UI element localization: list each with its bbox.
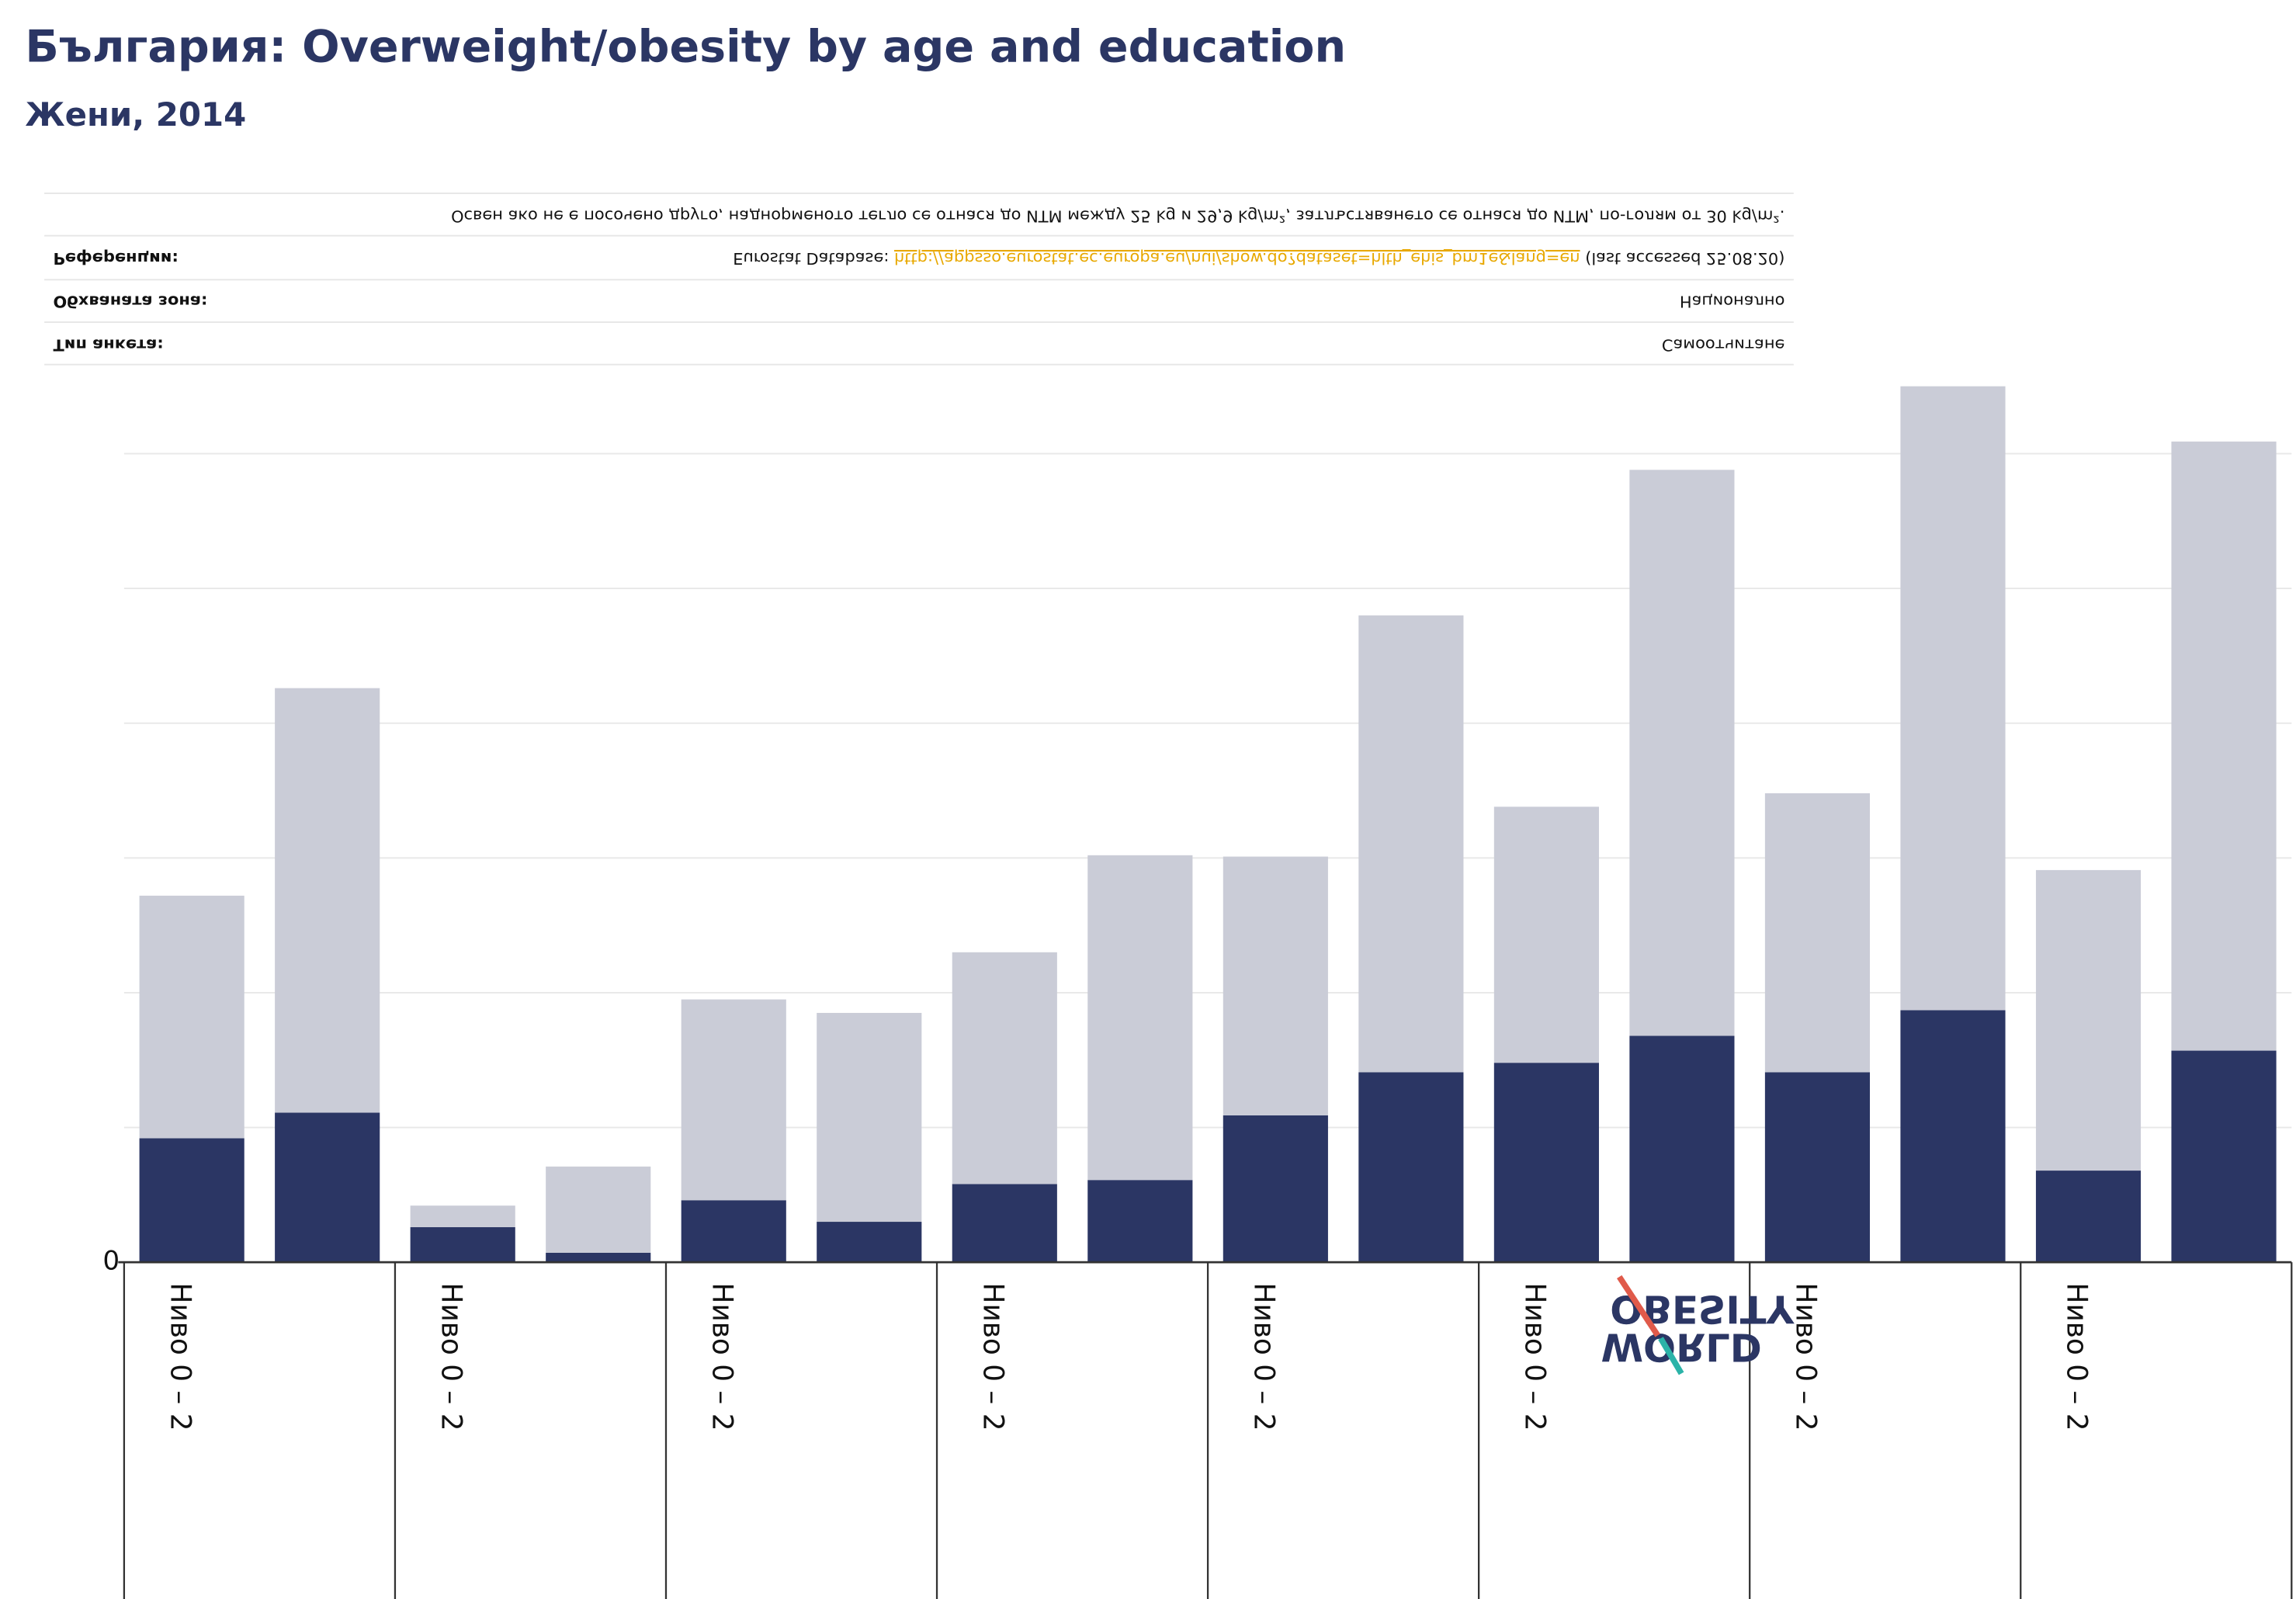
- bar-segment: [1493, 1063, 1599, 1263]
- logo-stroke: [1617, 1275, 1660, 1337]
- logo-text: WORLD: [1601, 1324, 1761, 1369]
- ref-suffix: (last accessed 25.08.20): [1580, 249, 1785, 268]
- bar-segment: [546, 1252, 651, 1263]
- row-value: Национално: [1680, 293, 1785, 311]
- x-tick-label: Ниво 0 – 2: [1518, 1283, 1550, 1431]
- bar-segment: [2035, 869, 2142, 1171]
- x-tick-label: Ниво 0 – 2: [1247, 1283, 1279, 1431]
- x-tick-label: Ниво 0 – 2: [706, 1283, 737, 1431]
- bar-segment: [1223, 1115, 1328, 1263]
- note-text: Освен ако не е посочено друго, наднормен…: [451, 206, 1784, 225]
- bar-segment: [1223, 856, 1328, 1115]
- bar-segment: [1087, 1180, 1193, 1263]
- x-tick-label: Ниво 0 – 2: [435, 1283, 466, 1431]
- bar-segment: [1358, 615, 1464, 1073]
- chart-title: България: Overweight/obesity by age and …: [25, 22, 1346, 73]
- x-tick-label: Ниво 0 – 2: [164, 1283, 196, 1431]
- bar-segment: [1629, 1035, 1735, 1263]
- bar-segment: [410, 1226, 515, 1263]
- bar-segment: [546, 1166, 651, 1253]
- bar-segment: [139, 1138, 245, 1263]
- bar-segment: [1764, 1072, 1871, 1263]
- row-label: Обхваната зона:: [54, 293, 208, 311]
- bar-segment: [952, 1184, 1057, 1263]
- ref-prefix: Eurostat Database:: [733, 249, 894, 268]
- bar-segment: [1900, 1010, 2006, 1263]
- logo-stroke: [1658, 1337, 1684, 1375]
- bar-segment: [1493, 806, 1599, 1063]
- bar-segment: [2171, 1050, 2277, 1263]
- bar-segment: [1087, 855, 1193, 1181]
- bar-segment: [1764, 793, 1871, 1073]
- x-tick-label: Ниво 0 – 2: [976, 1283, 1008, 1431]
- bar-segment: [139, 895, 245, 1139]
- bar-segment: [681, 1200, 786, 1263]
- chart-subtitle: Жени, 2014: [25, 95, 246, 134]
- bar-segment: [681, 999, 786, 1201]
- bar-segment: [952, 952, 1057, 1185]
- y-tick-label: 0: [102, 1246, 120, 1277]
- x-tick-label: Ниво 0 – 2: [2061, 1283, 2093, 1431]
- bar-segment: [275, 688, 380, 1113]
- row-label: Референции:: [54, 249, 179, 268]
- bar-segment: [817, 1222, 922, 1263]
- bar-segment: [2035, 1171, 2142, 1263]
- bar-segment: [410, 1205, 515, 1227]
- ref-link: http://appsso.eurostat.ec.europa.eu/nui/…: [894, 248, 1580, 268]
- row-value: Самоотчитане: [1662, 335, 1785, 354]
- row-label: Тип анкета:: [54, 335, 164, 354]
- x-tick-label: Ниво 0 – 2: [1790, 1283, 1822, 1431]
- bar-segment: [2171, 441, 2277, 1051]
- bar-segment: [275, 1112, 380, 1263]
- bar-segment: [817, 1012, 922, 1223]
- bar-segment: [1900, 386, 2006, 1011]
- row-value: Eurostat Database: http://appsso.eurosta…: [733, 248, 1784, 268]
- bar-segment: [1358, 1072, 1464, 1263]
- bar-segment: [1629, 470, 1735, 1036]
